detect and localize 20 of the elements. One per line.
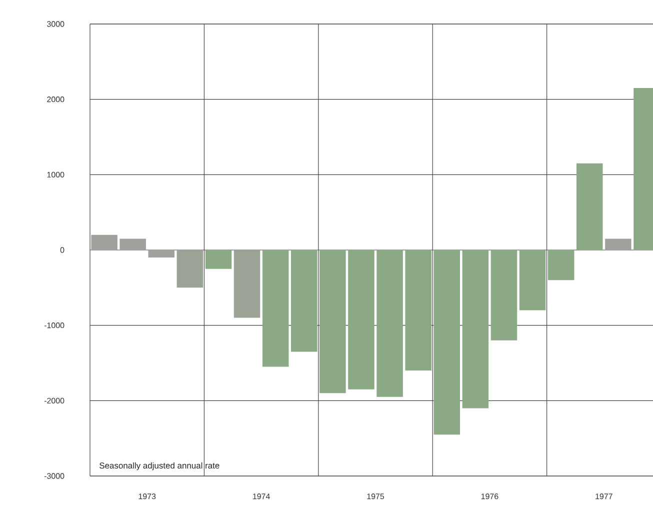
bar [348,250,374,390]
bar [234,250,260,318]
bar [290,250,318,352]
bar [490,250,518,340]
bar [434,250,460,435]
bar [262,250,289,367]
bar [376,250,403,397]
bar [519,250,546,310]
bar [462,250,489,408]
bar [548,250,574,280]
bar [148,250,175,258]
annotation: Seasonally adjusted annual rate [100,462,220,470]
bar [405,250,432,371]
bar [205,250,232,269]
bar [91,234,118,250]
bar [120,238,146,250]
bar [176,250,204,288]
bar [605,238,632,250]
bar [576,163,603,250]
bar [320,250,346,394]
